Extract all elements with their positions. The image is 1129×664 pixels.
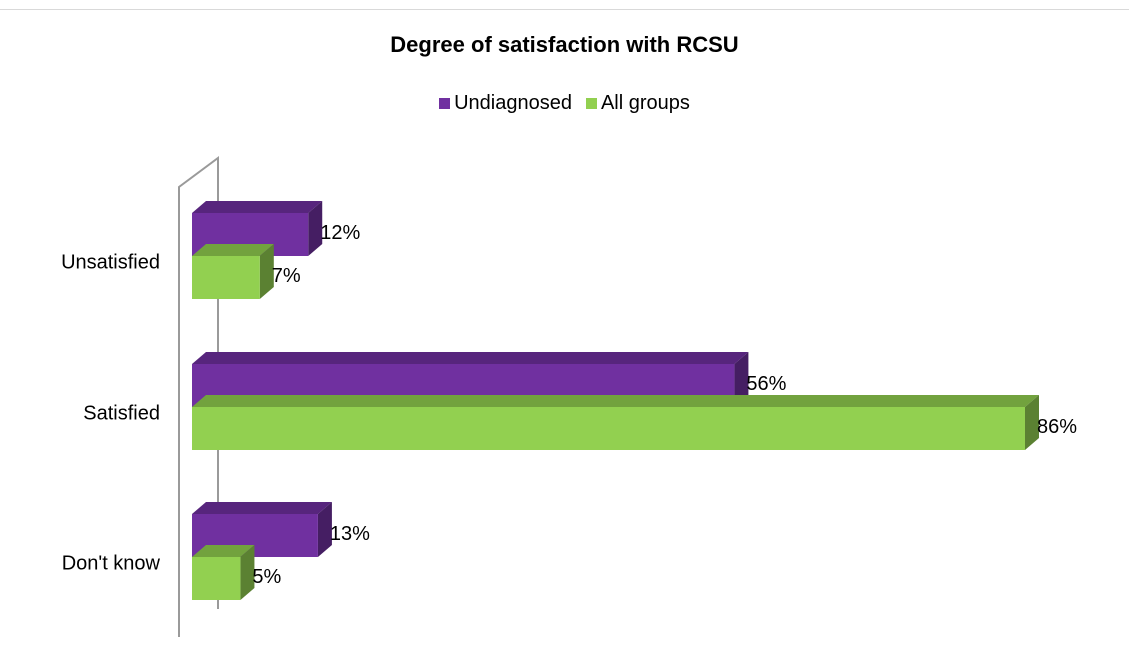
bar-top-undiagnosed-satisfied bbox=[192, 352, 749, 364]
data-label-all-groups-unsatisfied: 7% bbox=[272, 265, 301, 287]
legend-label-all-groups: All groups bbox=[600, 92, 690, 114]
data-label-undiagnosed-satisfied: 56% bbox=[746, 373, 786, 395]
data-label-undiagnosed-don-t-know: 13% bbox=[330, 523, 370, 545]
chart-title: Degree of satisfaction with RCSU bbox=[390, 32, 739, 57]
bar-top-undiagnosed-unsatisfied bbox=[192, 201, 323, 213]
data-label-all-groups-don-t-know: 5% bbox=[252, 566, 281, 588]
bar-all-groups-satisfied bbox=[192, 407, 1025, 450]
bar-side-all-groups-satisfied bbox=[1025, 395, 1039, 450]
bar-side-undiagnosed-satisfied bbox=[734, 352, 749, 407]
bar-top-all-groups-unsatisfied bbox=[192, 244, 274, 256]
category-label-satisfied: Satisfied bbox=[83, 402, 160, 424]
legend-label-undiagnosed: Undiagnosed bbox=[454, 92, 572, 114]
top-divider bbox=[0, 9, 1129, 10]
legend-swatch-all-groups bbox=[585, 98, 597, 109]
data-label-undiagnosed-unsatisfied: 12% bbox=[320, 222, 360, 244]
category-label-don-t-know: Don't know bbox=[62, 552, 161, 574]
bar-top-undiagnosed-don-t-know bbox=[192, 502, 332, 514]
category-label-unsatisfied: Unsatisfied bbox=[61, 251, 160, 273]
data-label-all-groups-satisfied: 86% bbox=[1037, 416, 1077, 438]
bar-side-undiagnosed-unsatisfied bbox=[308, 201, 323, 256]
legend-item-undiagnosed: Undiagnosed bbox=[439, 92, 572, 115]
bar-side-all-groups-unsatisfied bbox=[259, 244, 274, 299]
bar-side-all-groups-don-t-know bbox=[240, 545, 255, 600]
legend-swatch-undiagnosed bbox=[439, 98, 451, 109]
legend: Undiagnosed All groups bbox=[0, 92, 1129, 115]
legend-item-all-groups: All groups bbox=[585, 92, 690, 115]
bar-all-groups-unsatisfied bbox=[192, 256, 260, 299]
bar-top-all-groups-satisfied bbox=[192, 395, 1039, 407]
bar-side-undiagnosed-don-t-know bbox=[317, 502, 332, 557]
bar-all-groups-don-t-know bbox=[192, 557, 241, 600]
bar-top-all-groups-don-t-know bbox=[192, 545, 255, 557]
